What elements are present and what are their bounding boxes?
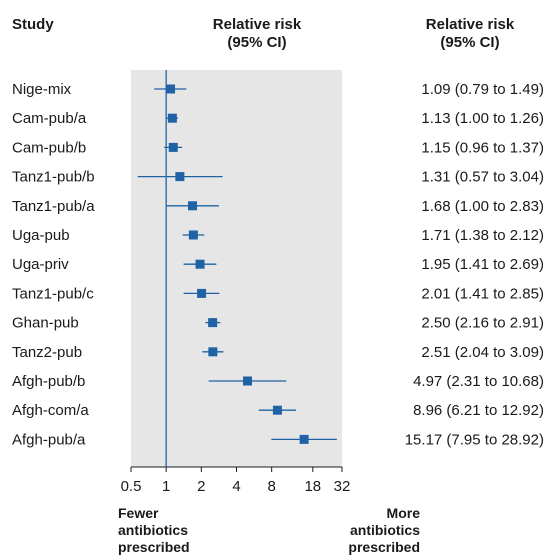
point-estimate-marker (197, 288, 207, 298)
relative-risk-value-header: Relative risk (95% CI) (395, 16, 545, 52)
more-label-line2: antibiotics (349, 522, 420, 538)
study-name-label: Afgh-pub/b (12, 373, 85, 390)
point-estimate-marker (187, 201, 197, 211)
study-name-label: Tanz1-pub/b (12, 169, 95, 186)
point-estimate-marker (167, 113, 177, 123)
point-estimate-marker (168, 142, 178, 152)
point-estimate-marker (208, 347, 218, 357)
relative-risk-plot-header: Relative risk (95% CI) (168, 16, 346, 52)
relative-risk-ci-value: 1.31 (0.57 to 3.04) (421, 169, 544, 186)
relative-risk-value-header-line2: (95% CI) (440, 34, 500, 51)
study-name-label: Uga-priv (12, 256, 69, 273)
study-name-label: Tanz2-pub (12, 344, 82, 361)
point-estimate-marker (272, 405, 282, 415)
relative-risk-ci-value: 2.51 (2.04 to 3.09) (421, 344, 544, 361)
point-estimate-marker (208, 318, 218, 328)
point-estimate-marker (188, 230, 198, 240)
relative-risk-ci-value: 15.17 (7.95 to 28.92) (405, 431, 544, 448)
study-name-label: Afgh-pub/a (12, 431, 86, 448)
point-estimate-marker (166, 84, 176, 94)
point-estimate-marker (299, 434, 309, 444)
study-header-text: Study (12, 16, 54, 33)
study-name-label: Tanz1-pub/a (12, 198, 95, 215)
study-name-label: Cam-pub/b (12, 139, 86, 156)
x-axis-tick-label: 2 (197, 478, 205, 495)
relative-risk-ci-value: 1.09 (0.79 to 1.49) (421, 81, 544, 98)
relative-risk-value-header-line1: Relative risk (425, 16, 515, 33)
x-axis-tick-label: 1 (162, 478, 170, 495)
x-axis-tick-label: 32 (334, 478, 351, 495)
x-axis-tick-label: 0.5 (121, 478, 142, 495)
relative-risk-ci-value: 1.15 (0.96 to 1.37) (421, 139, 544, 156)
relative-risk-ci-value: 2.01 (1.41 to 2.85) (421, 285, 544, 302)
fewer-antibiotics-label: Fewer antibiotics prescribed (118, 505, 190, 556)
point-estimate-marker (195, 259, 205, 269)
study-name-label: Nige-mix (12, 81, 72, 98)
point-estimate-marker (175, 172, 185, 182)
x-axis-tick-label: 4 (232, 478, 240, 495)
fewer-label-line1: Fewer (118, 505, 159, 521)
study-name-label: Tanz1-pub/c (12, 285, 94, 302)
relative-risk-ci-value: 1.68 (1.00 to 2.83) (421, 198, 544, 215)
more-label-line3: prescribed (348, 539, 420, 555)
fewer-label-line2: antibiotics (118, 522, 189, 538)
study-name-label: Ghan-pub (12, 315, 79, 332)
relative-risk-plot-header-line1: Relative risk (212, 16, 302, 33)
point-estimate-marker (243, 376, 253, 386)
study-name-label: Afgh-com/a (12, 402, 89, 419)
relative-risk-ci-value: 8.96 (6.21 to 12.92) (413, 402, 544, 419)
relative-risk-ci-value: 1.13 (1.00 to 1.26) (421, 110, 544, 127)
fewer-label-line3: prescribed (118, 539, 190, 555)
study-column-header: Study (12, 16, 54, 34)
relative-risk-ci-value: 4.97 (2.31 to 10.68) (413, 373, 544, 390)
plot-panel-background (131, 70, 342, 467)
relative-risk-ci-value: 2.50 (2.16 to 2.91) (421, 315, 544, 332)
study-name-label: Uga-pub (12, 227, 70, 244)
relative-risk-ci-value: 1.95 (1.41 to 2.69) (421, 256, 544, 273)
study-name-label: Cam-pub/a (12, 110, 87, 127)
x-axis-tick-label: 18 (304, 478, 321, 495)
more-label-line1: More (386, 505, 420, 521)
relative-risk-plot-header-line2: (95% CI) (227, 34, 287, 51)
relative-risk-ci-value: 1.71 (1.38 to 2.12) (421, 227, 544, 244)
more-antibiotics-label: More antibiotics prescribed (338, 505, 420, 556)
x-axis-tick-label: 8 (267, 478, 275, 495)
